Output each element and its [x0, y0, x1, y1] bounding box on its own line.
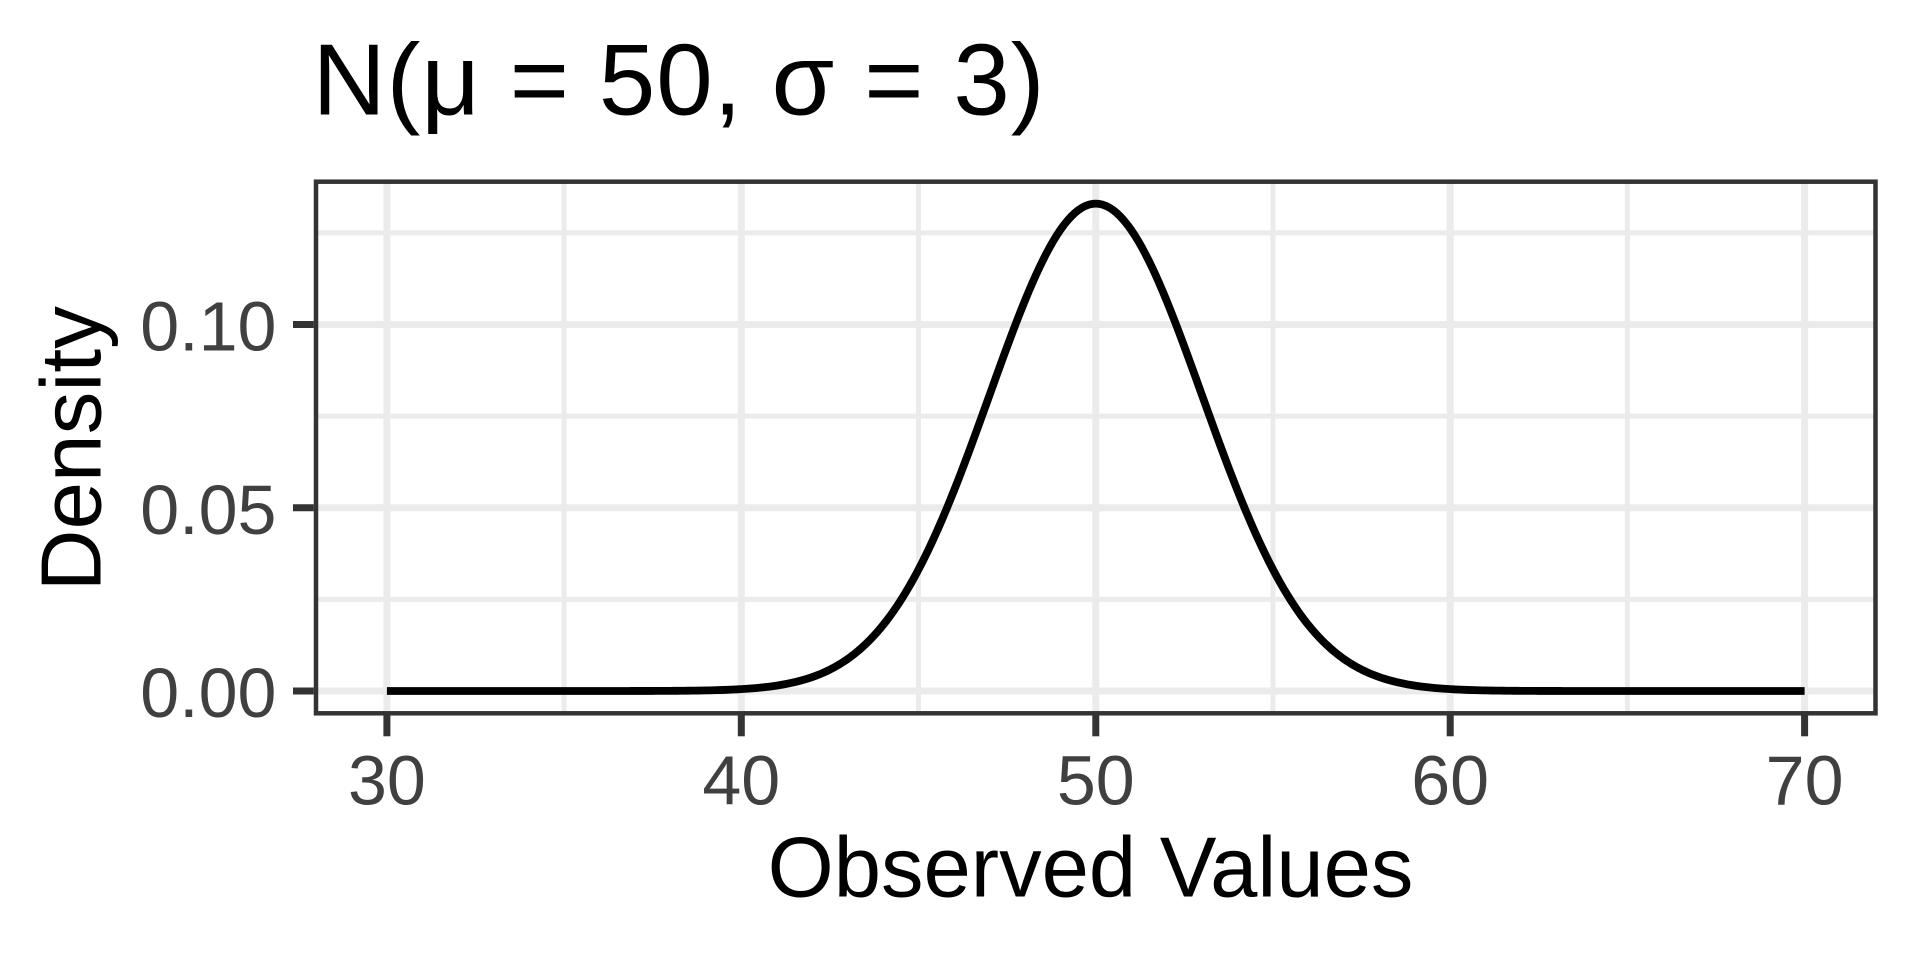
svg-text:30: 30 [348, 742, 426, 820]
svg-text:0.00: 0.00 [140, 654, 276, 732]
svg-text:0.10: 0.10 [140, 288, 276, 366]
svg-text:70: 70 [1766, 742, 1844, 820]
svg-text:50: 50 [1057, 742, 1135, 820]
svg-text:60: 60 [1411, 742, 1489, 820]
svg-text:Observed Values: Observed Values [768, 821, 1414, 916]
svg-text:40: 40 [702, 742, 780, 820]
svg-text:0.05: 0.05 [140, 471, 276, 549]
svg-text:N(μ = 50, σ = 3): N(μ = 50, σ = 3) [313, 23, 1045, 137]
svg-text:Density: Density [25, 306, 120, 591]
